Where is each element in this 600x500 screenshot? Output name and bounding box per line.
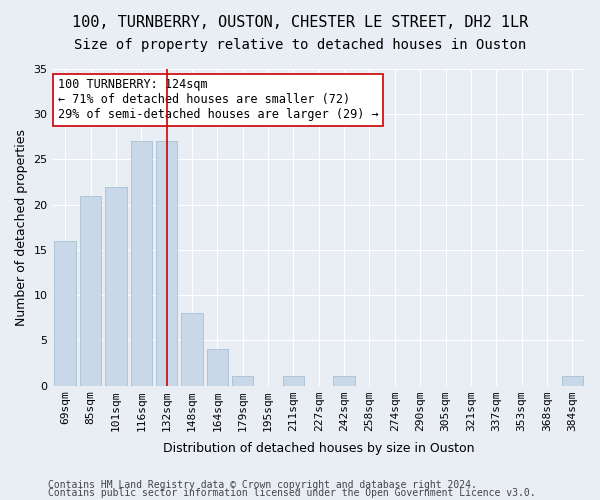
Y-axis label: Number of detached properties: Number of detached properties xyxy=(15,129,28,326)
Bar xyxy=(232,376,253,386)
Text: Contains public sector information licensed under the Open Government Licence v3: Contains public sector information licen… xyxy=(48,488,536,498)
Bar xyxy=(283,376,304,386)
X-axis label: Distribution of detached houses by size in Ouston: Distribution of detached houses by size … xyxy=(163,442,475,455)
Bar xyxy=(334,376,355,386)
Text: 100, TURNBERRY, OUSTON, CHESTER LE STREET, DH2 1LR: 100, TURNBERRY, OUSTON, CHESTER LE STREE… xyxy=(72,15,528,30)
Bar xyxy=(181,313,203,386)
Bar xyxy=(206,350,228,386)
Bar xyxy=(80,196,101,386)
Text: Size of property relative to detached houses in Ouston: Size of property relative to detached ho… xyxy=(74,38,526,52)
Text: Contains HM Land Registry data © Crown copyright and database right 2024.: Contains HM Land Registry data © Crown c… xyxy=(48,480,477,490)
Bar xyxy=(562,376,583,386)
Bar xyxy=(156,142,178,386)
Bar xyxy=(131,142,152,386)
Bar xyxy=(105,186,127,386)
Bar xyxy=(55,241,76,386)
Text: 100 TURNBERRY: 124sqm
← 71% of detached houses are smaller (72)
29% of semi-deta: 100 TURNBERRY: 124sqm ← 71% of detached … xyxy=(58,78,379,122)
